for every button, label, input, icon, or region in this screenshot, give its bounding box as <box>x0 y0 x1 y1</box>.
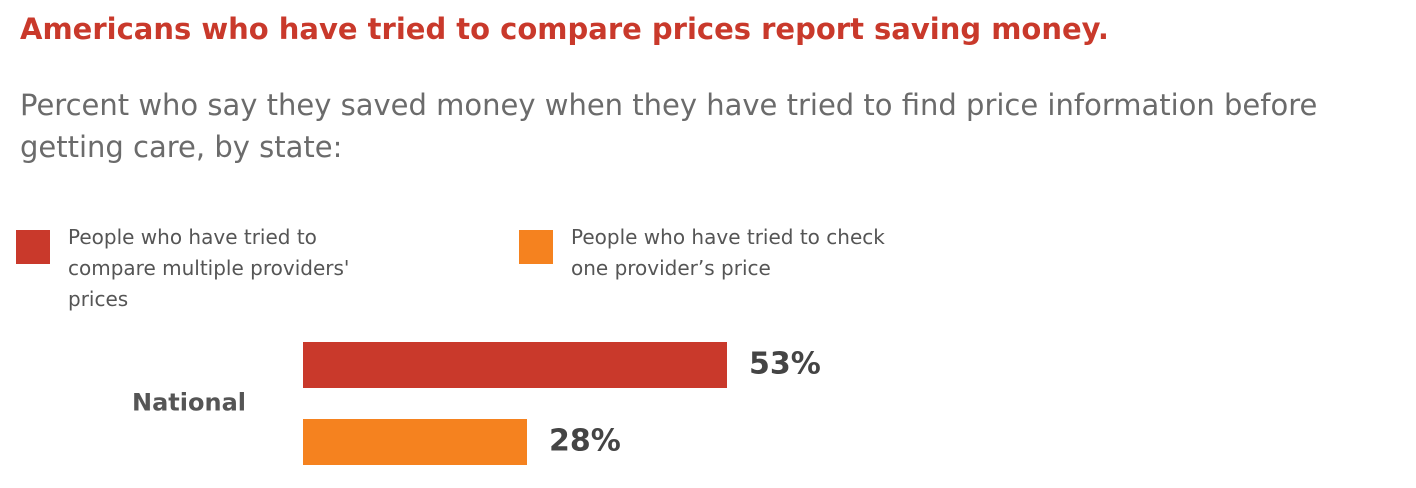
legend-label: People who have tried to check one provi… <box>571 225 885 280</box>
legend-swatch <box>519 230 553 264</box>
legend-swatch <box>16 230 50 264</box>
chart-title: Americans who have tried to compare pric… <box>20 12 1109 46</box>
value-label: 53% <box>749 347 821 382</box>
bar <box>303 342 727 388</box>
legend-label: People who have tried to compare multipl… <box>68 225 350 311</box>
category-label: National <box>132 389 246 417</box>
bar <box>303 419 527 465</box>
chart-subtitle: Percent who say they saved money when th… <box>20 88 1318 164</box>
value-label: 28% <box>549 424 621 459</box>
